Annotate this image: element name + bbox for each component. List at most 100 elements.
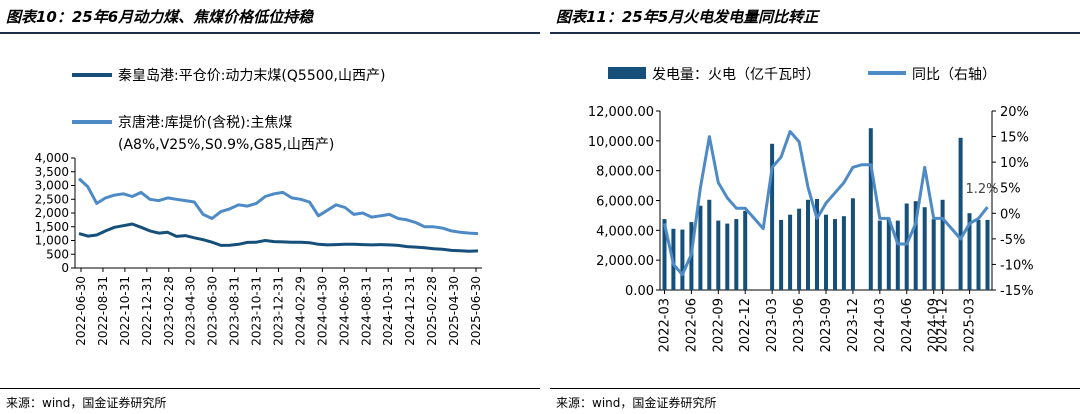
left-x-tick-label: 2024-12-31 (403, 276, 417, 346)
legend-swatch-bar (608, 67, 646, 79)
left-chart-title: 图表10：25年6月动力煤、焦煤价格低位持稳 (6, 8, 314, 26)
right-chart-bar (662, 219, 667, 290)
right-chart-bar (806, 199, 810, 290)
right-chart-bar (779, 219, 784, 290)
right-chart-x-tick-label: 2024-03 (873, 298, 888, 352)
left-source-rule (0, 388, 540, 389)
left-title-rule (0, 32, 540, 34)
left-series-line-1 (78, 222, 479, 253)
left-y-tick-label: 2,500 (35, 192, 69, 206)
right-legend: 发电量：火电（亿千瓦时） 同比（右轴） (608, 67, 996, 83)
right-chart-bar (680, 229, 685, 290)
right-chart-x-tick-label: 2022-06 (684, 298, 699, 352)
right-chart-bar (895, 220, 900, 290)
right-chart-bar (922, 207, 927, 290)
legend-label-series2-line1: 京唐港:库提价(含税):主焦煤 (118, 114, 292, 131)
right-chart-yoy-line (663, 130, 989, 277)
left-x-tick-label: 2023-02-28 (162, 276, 176, 346)
right-chart-bar (707, 199, 712, 290)
right-chart-x-tick-label: 2023-06 (792, 298, 807, 352)
right-chart-bar (886, 218, 891, 290)
left-chart-svg: 秦皇岛港:平仓价:动力末煤(Q5500,山西产) 京唐港:库提价(含税):主焦煤… (35, 68, 483, 346)
right-chart-left-tick-label: 4,000.00 (596, 224, 654, 239)
right-chart-bar (850, 198, 855, 290)
left-x-tick-label: 2024-04-30 (315, 276, 329, 346)
left-series-line-2 (77, 177, 479, 236)
right-chart-bar (841, 216, 846, 290)
left-x-tick-label: 2025-04-30 (447, 276, 461, 346)
right-chart-x-tick-label: 2022-03 (657, 298, 672, 352)
right-chart-annotation: 1.2% (966, 182, 999, 197)
left-x-tick-label: 2024-10-31 (381, 276, 395, 346)
right-chart-bar (698, 205, 703, 290)
right-chart-x-tick-label: 2023-09 (819, 298, 834, 352)
left-x-tick-label: 2022-08-31 (96, 276, 110, 346)
right-plot-area: 0.00 2,000.00 4,000.00 6,000.00 8,000.00 10,0… (588, 105, 1034, 352)
legend-label-series2-line2: (A8%,V25%,S0.9%,G85,山西产) (118, 137, 334, 153)
right-chart-bar (940, 199, 945, 290)
right-chart-bar (725, 223, 730, 290)
left-x-tick-label: 2023-08-31 (228, 276, 242, 346)
right-chart-left-tick-label: 6,000.00 (596, 195, 654, 210)
right-title-rule (550, 32, 1080, 34)
right-chart-svg: 发电量：火电（亿千瓦时） 同比（右轴） 0.00 2,000.00 4,000.00… (588, 67, 1034, 352)
right-chart-x-tick-label: 2025-03 (963, 298, 978, 352)
right-chart-left-tick-label: 12,000.00 (588, 105, 654, 120)
right-chart-bar (797, 208, 802, 290)
right-chart-right-tick-label: -5% (1000, 233, 1025, 248)
right-chart-left-tick-label: 10,000.00 (588, 135, 654, 150)
right-source: 来源：wind，国金证券研究所 (556, 396, 717, 410)
right-chart-bar (931, 219, 936, 290)
right-chart-bar (824, 214, 828, 290)
left-source: 来源：wind，国金证券研究所 (6, 396, 167, 410)
right-chart-left-tick-label: 0.00 (625, 284, 654, 299)
left-x-tick-label: 2023-12-31 (272, 276, 286, 346)
legend-label-series1: 秦皇岛港:平仓价:动力末煤(Q5500,山西产) (118, 68, 385, 84)
right-chart-bar (967, 213, 972, 290)
left-x-tick-label: 2025-06-30 (469, 276, 483, 346)
right-chart-right-tick-label: 0% (1000, 207, 1021, 222)
right-chart-bar (904, 203, 909, 290)
right-chart-x-tick-label: 2023-12 (846, 298, 861, 352)
left-x-tick-label: 2022-06-30 (74, 276, 88, 346)
left-y-tick-label: 0 (61, 261, 69, 275)
left-x-tick-label: 2024-06-30 (337, 276, 351, 346)
right-chart-bar (743, 210, 748, 290)
right-chart-panel: 图表11：25年5月火电发电量同比转正 发电量：火电（亿千瓦时） 同比（右轴） … (550, 0, 1080, 414)
right-chart-bar (958, 137, 963, 290)
legend-label-bar: 发电量：火电（亿千瓦时） (652, 67, 820, 83)
left-x-tick-label: 2022-12-31 (140, 276, 154, 346)
right-chart-right-tick-label: 5% (1000, 182, 1021, 197)
right-chart-right-tick-label: 10% (1000, 156, 1029, 171)
right-chart-left-tick-label: 2,000.00 (596, 254, 654, 269)
left-x-tick-label: 2022-10-31 (118, 276, 132, 346)
right-chart-right-tick-label: 20% (1000, 105, 1029, 120)
left-x-tick-label: 2025-02-28 (425, 276, 439, 346)
right-chart-x-tick-label: 2024-06 (900, 298, 915, 352)
right-chart-bar (877, 220, 882, 290)
right-chart-bar (913, 201, 918, 290)
left-x-tick-label: 2023-06-30 (206, 276, 220, 346)
right-chart-right-tick-label: -10% (1000, 258, 1034, 273)
left-y-tick-label: 500 (46, 247, 69, 261)
left-x-tick-label: 2024-08-31 (359, 276, 373, 346)
right-source-rule (550, 388, 1080, 389)
right-chart-x-tick-label: 2022-09 (711, 298, 726, 352)
right-chart-bar (716, 220, 721, 290)
left-y-tick-label: 3,000 (35, 179, 69, 193)
legend-label-line: 同比（右轴） (912, 67, 996, 83)
left-y-tick-label: 2,000 (35, 206, 69, 220)
left-legend: 秦皇岛港:平仓价:动力末煤(Q5500,山西产) 京唐港:库提价(含税):主焦煤… (72, 68, 385, 153)
right-chart-bar (833, 219, 837, 290)
right-chart-right-tick-label: -15% (1000, 284, 1034, 299)
right-chart-bar (976, 219, 981, 290)
left-x-tick-label: 2023-04-30 (184, 276, 198, 346)
left-x-tick-label: 2023-10-31 (250, 276, 264, 346)
right-chart-bar (770, 143, 775, 290)
right-chart-x-tick-label: 2023-03 (765, 298, 780, 352)
right-chart-bar (868, 128, 873, 290)
right-chart-bar (815, 199, 819, 290)
right-chart-x-tick-label: 2022-12 (738, 298, 753, 352)
right-chart-x-tick-label: 2024-12 (936, 298, 951, 352)
